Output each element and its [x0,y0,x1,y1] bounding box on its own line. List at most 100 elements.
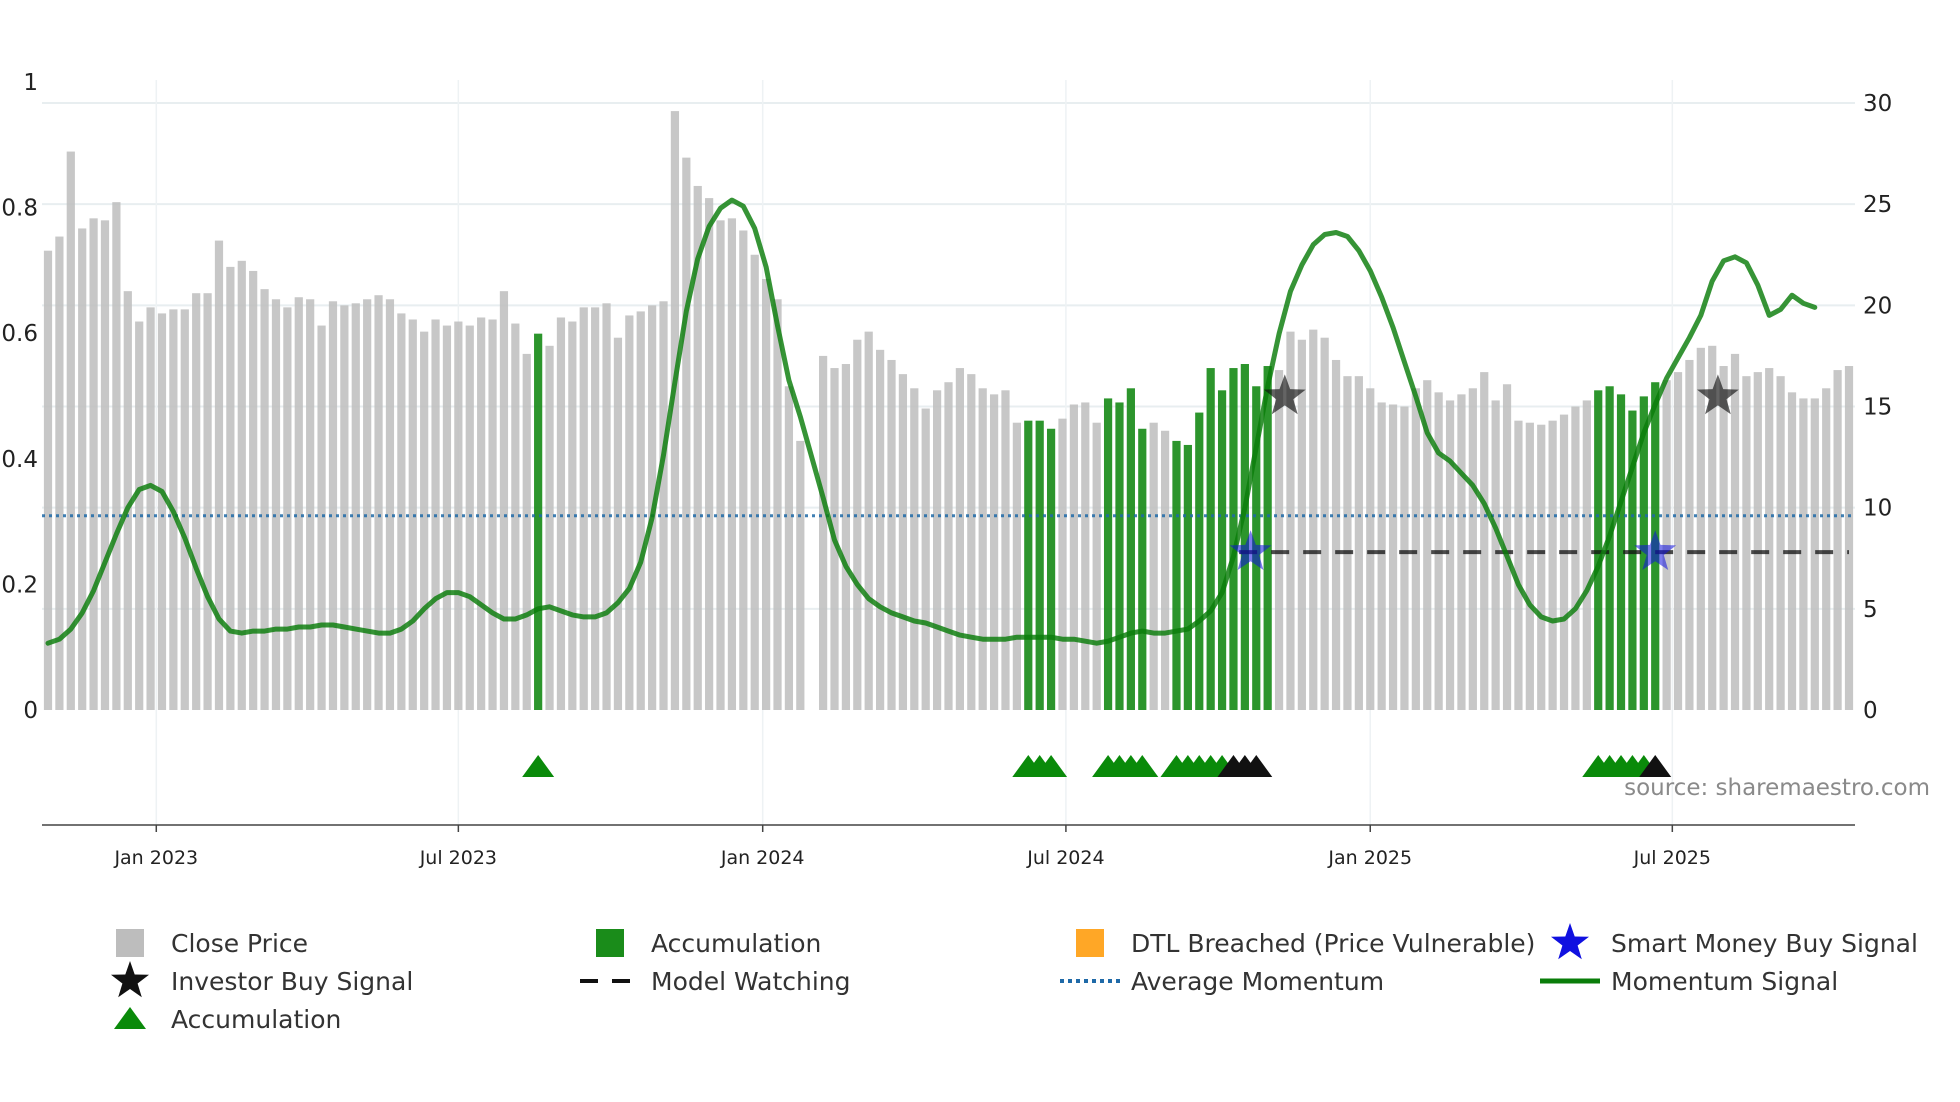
smart-money-star [1229,530,1272,570]
close-price-bar [1525,422,1534,710]
accumulation-bar [1217,390,1227,710]
x-axis-tick: Jan 2025 [1327,847,1412,869]
close-price-bar [180,309,189,710]
close-price-bar [1411,388,1420,710]
close-price-bar [762,279,771,710]
close-price-bar [89,218,98,710]
accumulation-bar [1616,394,1626,710]
accumulation-bar [1126,388,1135,710]
accumulation-bar [1263,366,1272,710]
close-price-bar [135,321,144,710]
momentum-signal-line [45,197,1818,646]
close-price-bar [420,331,429,710]
left-axis-tick: 0.2 [1,572,38,598]
close-price-bar [1457,394,1466,710]
close-price-bar [556,317,566,710]
close-price-bar [841,364,851,710]
legend-label: Accumulation [651,929,821,958]
close-price-bar [226,266,235,710]
close-price-bar [1366,388,1375,710]
close-price-bar [112,202,121,711]
close-price-bar [625,315,634,710]
close-price-bar [1331,359,1341,710]
close-price-bar [591,307,600,710]
close-price-bar [351,303,360,710]
left-axis-tick: 0.6 [1,321,38,347]
legend-item-close: Close Price [116,929,308,958]
accumulation-triangle [1035,755,1068,777]
legend-swatch [596,929,624,957]
right-axis-tick: 25 [1863,192,1892,218]
legend: Close Price Accumulation DTL Breached (Pri… [111,923,1918,1034]
accumulation-bar [1639,396,1648,710]
legend-item-watching: Model Watching [580,967,851,996]
close-price-bar [363,299,372,710]
close-price-bar [1491,400,1500,710]
close-price-bar [1343,376,1352,710]
close-price-bars [43,111,1854,711]
close-price-bar [989,394,999,710]
accumulation-bar [534,333,543,710]
accumulation-triangle [1126,755,1159,777]
close-price-bar [306,299,315,710]
close-price-bar [1502,384,1512,710]
legend-label: Smart Money Buy Signal [1611,929,1918,958]
close-price-bar [876,349,885,710]
close-price-bar [864,331,873,710]
close-price-bar [146,307,155,710]
close-price-bar [271,299,281,710]
accumulation-bar [1172,440,1181,710]
legend-item-accum_bar: Accumulation [596,929,821,958]
close-price-bar [1081,402,1090,710]
close-price-bar [1548,420,1557,710]
legend-swatch [1076,929,1104,957]
legend-item-dtl: DTL Breached (Price Vulnerable) [1076,929,1535,958]
legend-label: Investor Buy Signal [171,967,413,996]
accumulation-bar [1605,386,1614,710]
close-price-bar [1708,345,1717,710]
accumulation-bar [1024,420,1033,710]
close-price-bar [100,220,110,710]
legend-label: Close Price [171,929,308,958]
legend-star-icon [1551,923,1589,960]
close-price-bar [1160,430,1170,710]
close-price-bar [1480,372,1489,710]
close-price-bar [921,408,930,710]
close-price-bar [716,220,725,710]
source-label: source: sharemaestro.com [1624,775,1930,801]
close-price-bar [1309,329,1318,710]
x-axis-tick: Jan 2023 [113,847,198,869]
close-price-bar [1673,372,1683,710]
close-price-bar [442,325,452,710]
close-price-bar [898,374,908,710]
close-price-bar [819,355,828,710]
close-price-bar [693,185,702,710]
close-price-bar [1822,388,1831,710]
close-price-bar [317,325,326,710]
close-price-bar [294,297,303,710]
close-price-bar [1297,339,1306,710]
investor-triangle [1639,755,1672,777]
x-axis-tick: Jul 2024 [1026,847,1104,869]
close-price-bar [1069,404,1078,710]
close-price-bar [511,323,520,710]
close-price-bar [932,390,942,710]
right-axis-tick: 10 [1863,496,1892,522]
close-price-bar [1571,406,1580,710]
legend-item-smart: Smart Money Buy Signal [1551,923,1918,960]
accumulation-bar [1035,420,1044,710]
legend-label: DTL Breached (Price Vulnerable) [1131,929,1535,958]
close-price-bar [659,301,668,710]
close-price-bar [602,303,611,710]
close-price-bar [214,240,224,710]
legend-item-momentum: Momentum Signal [1540,967,1838,996]
legend-swatch [116,929,144,957]
close-price-bar [1092,422,1101,710]
right-axis-tick: 15 [1863,395,1892,421]
legend-star-icon [111,961,149,998]
close-price-bar [1468,388,1477,710]
close-price-bar [1514,420,1523,710]
legend-label: Accumulation [171,1005,341,1034]
close-price-bar [1810,398,1819,710]
